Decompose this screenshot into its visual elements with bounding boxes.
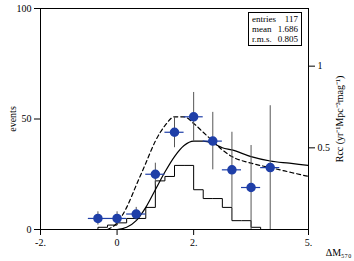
html-text:mean: mean bbox=[252, 24, 272, 34]
svg-text:2.: 2. bbox=[190, 237, 198, 248]
svg-text:-2.: -2. bbox=[35, 237, 46, 248]
svg-text:ΔM₅₇₀: ΔM₅₇₀ bbox=[326, 247, 352, 258]
svg-text:0: 0 bbox=[115, 237, 120, 248]
svg-text:events: events bbox=[7, 106, 18, 132]
html-text:entries: entries bbox=[252, 14, 276, 24]
html-text:r.m.s.: r.m.s. bbox=[252, 34, 272, 44]
svg-text:1: 1 bbox=[318, 60, 323, 71]
svg-text:0: 0 bbox=[27, 224, 32, 235]
svg-text:5.: 5. bbox=[305, 237, 313, 248]
html-text:1.686: 1.686 bbox=[277, 24, 298, 34]
svg-text:Rcc (yr⁻¹Mpc⁻³mag⁻¹): Rcc (yr⁻¹Mpc⁻³mag⁻¹) bbox=[334, 76, 346, 163]
svg-text:50: 50 bbox=[22, 113, 32, 124]
svg-text:100: 100 bbox=[17, 3, 32, 14]
svg-text:0.5: 0.5 bbox=[318, 142, 331, 153]
html-text:117: 117 bbox=[284, 14, 298, 24]
html-text:0.805: 0.805 bbox=[277, 34, 298, 44]
